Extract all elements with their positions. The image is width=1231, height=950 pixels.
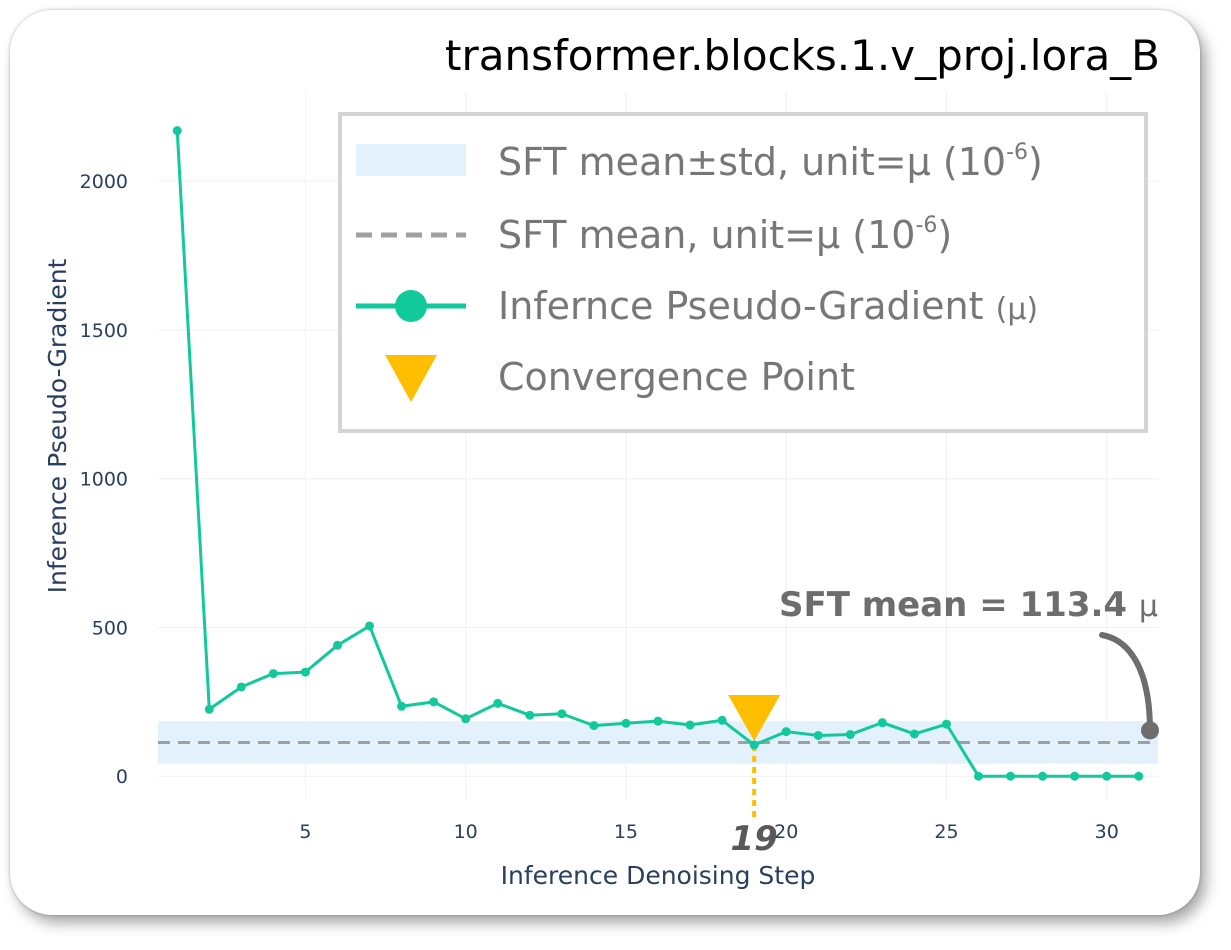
x-tick-label: 15 — [614, 821, 638, 843]
series-point — [1134, 771, 1144, 781]
legend-series-swatch-dot — [395, 290, 427, 322]
series-point — [621, 718, 631, 728]
legend-band-swatch — [356, 144, 466, 176]
y-axis-label: Inference Pseudo-Gradient — [43, 258, 72, 593]
legend-series-label-text: Infernce Pseudo-Gradient — [498, 284, 996, 328]
x-tick-label: 30 — [1095, 821, 1119, 843]
x-axis-label: Inference Denoising Step — [501, 861, 816, 890]
series-point — [172, 126, 182, 136]
series-point — [653, 716, 663, 726]
legend-band-label-exp: -6 — [1006, 140, 1028, 165]
legend-convergence-swatch — [385, 355, 437, 402]
series-point — [429, 697, 439, 707]
legend-mean-label-end: ) — [937, 213, 952, 257]
x-tick-label: 25 — [934, 821, 958, 843]
series-point — [941, 719, 951, 729]
series-point — [717, 715, 727, 725]
chart-card: 5 10 15 20 25 30 0 500 1000 1500 2000 19 SFT mean … — [10, 10, 1200, 915]
series-point — [557, 709, 567, 719]
legend-band-label-text: SFT mean±std, unit=μ (10 — [498, 140, 1006, 184]
series-point — [1070, 771, 1080, 781]
y-tick-label: 1000 — [80, 469, 128, 491]
legend-series-label: Infernce Pseudo-Gradient (μ) — [498, 284, 1038, 328]
series-point — [781, 727, 791, 737]
y-tick-label: 2000 — [80, 171, 128, 193]
series-point — [493, 698, 503, 708]
convergence-triangle — [728, 694, 781, 741]
series-point — [909, 729, 919, 739]
annotation-arrow — [1099, 632, 1153, 734]
x-tick-label: 5 — [299, 821, 311, 843]
series-point — [974, 771, 984, 781]
sft-mean-annotation-text: SFT mean = 113.4 — [779, 585, 1139, 625]
series-point — [685, 720, 695, 730]
legend-convergence-label: Convergence Point — [498, 355, 855, 399]
legend-series-label-unit: (μ) — [996, 292, 1039, 327]
sft-mean-annotation: SFT mean = 113.4 μ — [779, 585, 1158, 625]
series-point — [397, 701, 407, 711]
legend-mean-label: SFT mean, unit=μ (10-6) — [498, 213, 952, 257]
series-point — [813, 730, 823, 740]
series-point — [365, 621, 375, 631]
series-point — [589, 721, 599, 731]
series-point — [1038, 771, 1048, 781]
x-tick-label: 10 — [454, 821, 478, 843]
series-point — [1102, 771, 1112, 781]
series-point — [749, 740, 759, 750]
legend-mean-label-exp: -6 — [915, 213, 937, 238]
legend-band-label: SFT mean±std, unit=μ (10-6) — [498, 140, 1043, 184]
series-point — [877, 718, 887, 728]
annotation-arrow-dot — [1141, 721, 1159, 740]
series-point — [525, 710, 535, 720]
chart: 5 10 15 20 25 30 0 500 1000 1500 2000 19 SFT mean … — [43, 31, 1160, 890]
convergence-label: 19 — [730, 819, 777, 859]
series-point — [332, 640, 342, 650]
chart-title: transformer.blocks.1.v_proj.lora_B — [445, 31, 1160, 80]
series-point — [236, 682, 246, 692]
series-point — [845, 730, 855, 740]
x-tick-label: 20 — [774, 821, 798, 843]
legend-box — [338, 112, 1148, 433]
series-point — [1006, 771, 1016, 781]
legend-mean-label-text: SFT mean, unit=μ (10 — [498, 213, 915, 257]
y-tick-label: 500 — [92, 617, 128, 639]
y-tick-label: 1500 — [80, 320, 128, 342]
series-point — [300, 667, 310, 677]
legend-band-label-end: ) — [1028, 140, 1043, 184]
series-point — [204, 704, 214, 714]
y-tick-label: 0 — [116, 766, 128, 788]
series-point — [268, 669, 278, 679]
sft-mean-annotation-unit: μ — [1139, 589, 1158, 624]
series-point — [461, 714, 471, 724]
